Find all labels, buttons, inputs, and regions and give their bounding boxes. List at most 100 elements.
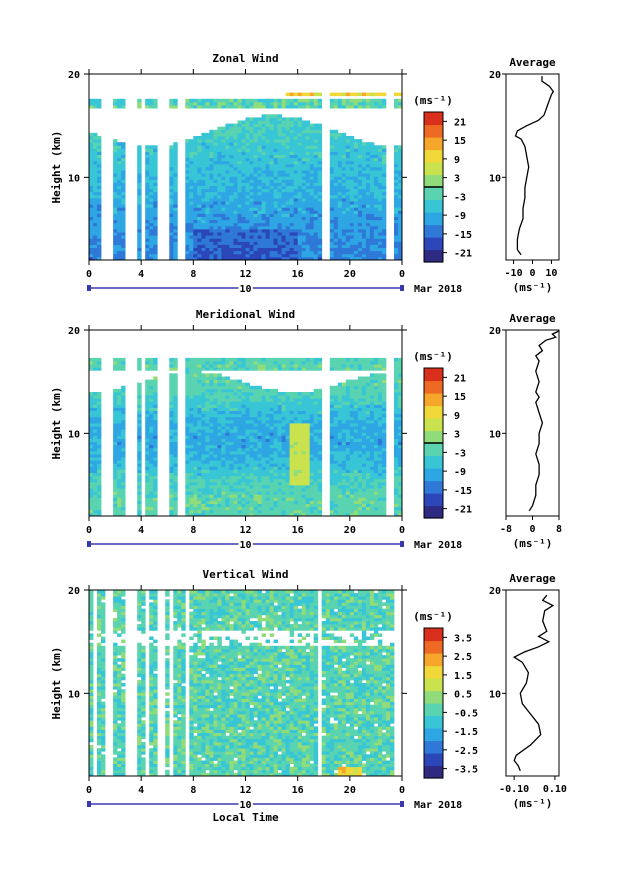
heatmap-cell: [313, 512, 319, 517]
heatmap-cell: [394, 163, 399, 168]
heatmap-cell: [149, 179, 154, 183]
heatmap-cell: [333, 216, 339, 221]
heatmap-cell: [285, 238, 290, 242]
heatmap-cell: [201, 426, 206, 430]
heatmap-cell: [173, 392, 178, 396]
heatmap-cell: [241, 457, 246, 461]
heatmap-cell: [225, 151, 230, 155]
heatmap-cell: [253, 148, 258, 152]
heatmap-cell: [221, 207, 226, 211]
heatmap-cell: [113, 429, 118, 433]
heatmap-cell: [261, 188, 266, 193]
heatmap-cell: [89, 225, 94, 230]
heatmap-cell: [189, 167, 194, 171]
heatmap-cell: [217, 160, 222, 165]
heatmap-cell: [269, 126, 274, 131]
heatmap-cell: [277, 170, 282, 174]
heatmap-cell: [217, 364, 222, 368]
heatmap-cell: [285, 105, 290, 109]
heatmap-cell: [93, 105, 98, 109]
heatmap-cell: [245, 509, 250, 514]
heatmap-cell: [365, 210, 371, 214]
heatmap-cell: [93, 413, 98, 418]
heatmap-cell: [149, 182, 154, 186]
heatmap-cell: [153, 225, 158, 230]
heatmap-cell: [277, 238, 282, 242]
heatmap-cell: [213, 364, 218, 368]
heatmap-cell: [213, 494, 218, 498]
heatmap-cell: [309, 98, 315, 103]
heatmap-cell: [361, 173, 367, 177]
heatmap-cell: [233, 151, 238, 155]
heatmap-cell: [193, 163, 198, 168]
heatmap-cell: [297, 132, 303, 137]
heatmap-cell: [185, 229, 190, 233]
heatmap-cell: [253, 139, 258, 143]
heatmap-cell: [345, 198, 351, 202]
heatmap-cell: [213, 512, 218, 517]
heatmap-cell: [233, 475, 238, 480]
heatmap-cell: [305, 129, 311, 134]
heatmap-cell: [225, 441, 230, 446]
heatmap-cell: [117, 198, 122, 202]
heatmap-cell: [213, 500, 218, 504]
heatmap-cell: [253, 207, 258, 211]
heatmap-cell: [337, 201, 343, 205]
heatmap-cell: [137, 450, 142, 455]
heatmap-cell: [169, 216, 174, 221]
average-x-tick-label: 0: [529, 268, 535, 279]
heatmap-cell: [217, 238, 222, 242]
heatmap-cell: [301, 250, 307, 255]
heatmap-cell: [225, 432, 230, 436]
heatmap-cell: [265, 123, 270, 128]
heatmap-cell: [277, 157, 282, 162]
heatmap-cell: [329, 148, 335, 152]
heatmap-cell: [313, 145, 319, 149]
heatmap-cell: [117, 469, 122, 473]
heatmap-cell: [205, 407, 210, 411]
heatmap-cell: [245, 235, 250, 239]
heatmap-cell: [221, 447, 226, 452]
heatmap-cell: [253, 388, 258, 393]
heatmap-cell: [257, 388, 262, 393]
heatmap-cell: [153, 419, 158, 424]
heatmap-cell: [217, 410, 222, 415]
heatmap-cell: [117, 472, 122, 477]
heatmap-cell: [369, 247, 375, 252]
heatmap-cell: [341, 194, 347, 199]
heatmap-cell: [169, 182, 174, 186]
heatmap-cell: [185, 179, 190, 183]
heatmap-cell: [213, 229, 218, 233]
heatmap-cell: [185, 385, 190, 390]
colorbar-tick-label: -15: [454, 230, 472, 241]
heatmap-cell: [369, 92, 375, 97]
heatmap-cell: [173, 481, 178, 486]
heatmap-cell: [229, 235, 234, 239]
heatmap-cell: [241, 395, 246, 399]
heatmap-cell: [317, 173, 323, 177]
heatmap-cell: [289, 509, 294, 514]
heatmap-cell: [217, 488, 222, 492]
heatmap-cell: [257, 413, 262, 418]
heatmap-cell: [221, 191, 226, 196]
heatmap-cell: [173, 478, 178, 483]
heatmap-cell: [309, 232, 315, 236]
heatmap-cell: [273, 491, 278, 495]
heatmap-cell: [261, 413, 266, 418]
heatmap-cell: [93, 472, 98, 477]
heatmap-cell: [381, 151, 387, 155]
heatmap-cell: [217, 385, 222, 390]
heatmap-cell: [201, 148, 206, 152]
heatmap-cell: [221, 213, 226, 217]
heatmap-cell: [361, 244, 367, 248]
heatmap-cell: [189, 426, 194, 430]
heatmap-cell: [193, 512, 198, 517]
heatmap-cell: [241, 419, 246, 424]
heatmap-cell: [285, 472, 290, 477]
heatmap-cell: [145, 392, 150, 396]
heatmap-cell: [121, 179, 126, 183]
heatmap-cell: [293, 167, 299, 171]
heatmap-cell: [269, 170, 274, 174]
heatmap-cell: [301, 92, 307, 97]
heatmap-cell: [113, 413, 118, 418]
